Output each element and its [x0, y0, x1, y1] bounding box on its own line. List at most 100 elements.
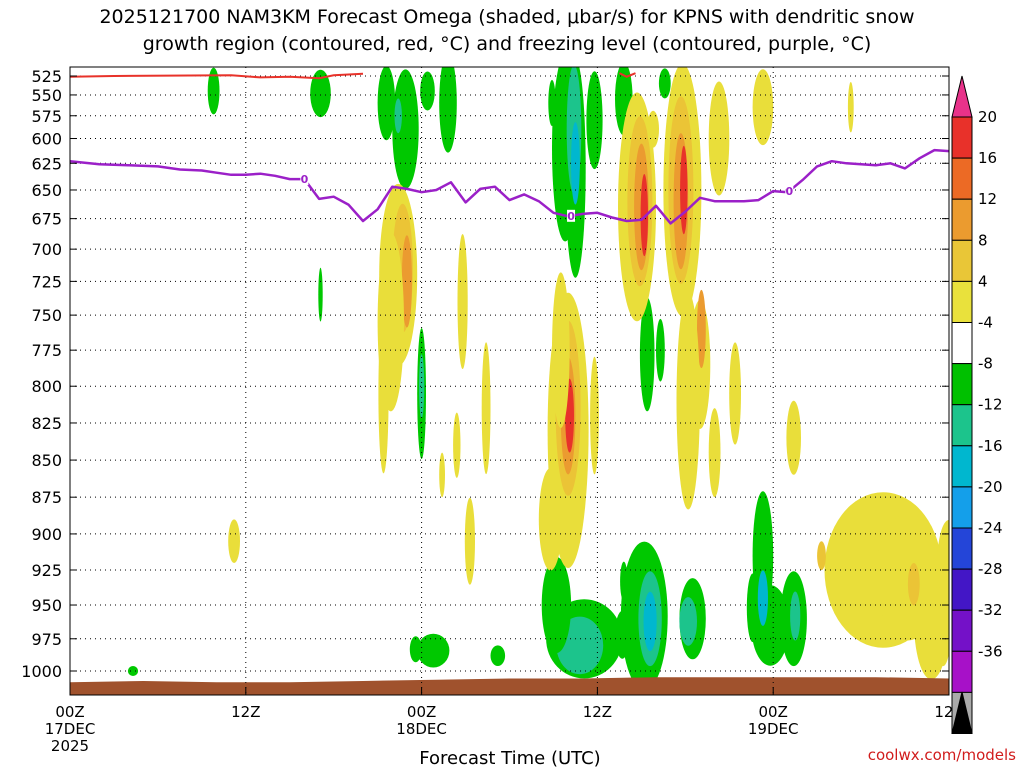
omega-blob-o4 [729, 342, 741, 445]
colorbar-label: -12 [978, 396, 1003, 414]
x-tick-label: 00Z [55, 703, 84, 721]
omega-blob-n8 [790, 591, 801, 641]
dgz-contour [618, 72, 636, 78]
colorbar-label: 4 [978, 272, 988, 290]
omega-blob-n8 [394, 98, 402, 134]
y-tick-label: 775 [31, 341, 62, 360]
y-tick-label: 575 [31, 107, 62, 126]
omega-blob-o4 [647, 110, 659, 148]
colorbar-segment [951, 650, 973, 693]
freezing-level-label: 0 [301, 173, 309, 186]
omega-blob-n4 [541, 556, 572, 654]
x-tick-label: 00Z [407, 703, 436, 721]
chart-title-line1: 2025121700 NAM3KM Forecast Omega (shaded… [99, 6, 914, 28]
omega-blob-o20 [680, 145, 688, 235]
x-tick-label: 00Z [759, 703, 788, 721]
colorbar-segment [951, 322, 973, 365]
omega-blob-o4 [538, 468, 563, 571]
omega-blob-n4 [615, 610, 630, 659]
freezing-level-label: 0 [567, 210, 575, 223]
x-tick-year: 2025 [51, 737, 89, 755]
omega-blob-o4 [464, 497, 475, 585]
y-tick-label: 925 [31, 561, 62, 580]
y-tick-label: 675 [31, 210, 62, 229]
colorbar-label: -16 [978, 437, 1003, 455]
dgz-contour [70, 72, 364, 80]
freezing-label-bg [300, 173, 309, 186]
omega-blob-n12 [757, 570, 769, 626]
omega-blob-o4 [590, 356, 599, 475]
omega-blob-o4 [937, 519, 949, 606]
omega-blob-n4 [620, 561, 628, 601]
colorbar-segment [951, 445, 973, 488]
colorbar-segment [951, 404, 973, 447]
omega-blob-n4 [639, 297, 655, 412]
ground-surface [70, 677, 949, 695]
omega-blob-o4 [752, 69, 774, 146]
chart-title-line2: growth region (contoured, red, °C) and f… [143, 33, 872, 55]
colorbar-label: -32 [978, 601, 1003, 619]
omega-blob-o4 [457, 234, 468, 369]
omega-blob-o4 [378, 313, 389, 474]
colorbar-segment [951, 157, 973, 200]
omega-blob-o4 [228, 519, 241, 563]
omega-blob-n4 [490, 645, 506, 666]
omega-blob-n4 [586, 71, 603, 170]
y-tick-label: 650 [31, 181, 62, 200]
y-tick-label: 875 [31, 488, 62, 507]
colorbar-label: -20 [978, 478, 1003, 496]
colorbar-label: 8 [978, 231, 988, 249]
omega-blob-n4 [417, 633, 450, 668]
omega-blob-o4 [453, 412, 461, 478]
y-tick-label: 750 [31, 306, 62, 325]
y-tick-label: 600 [31, 130, 62, 149]
omega-blob-o4 [834, 520, 882, 634]
omega-blob-n4 [409, 636, 422, 663]
omega-blob-n4 [746, 573, 759, 643]
omega-blob-o4 [708, 408, 721, 498]
colorbar-segment [951, 239, 973, 282]
y-tick-label: 725 [31, 272, 62, 291]
y-tick-label: 625 [31, 154, 62, 173]
colorbar-label: 20 [978, 108, 997, 126]
colorbar-label: -8 [978, 355, 993, 373]
omega-blob-o20 [640, 174, 648, 257]
colorbar-segment [951, 609, 973, 652]
omega-blob-o4 [481, 342, 491, 475]
colorbar-segment [951, 486, 973, 529]
omega-blob-o12 [697, 289, 706, 369]
colorbar-label: -36 [978, 642, 1003, 660]
y-tick-label: 825 [31, 414, 62, 433]
omega-blob-o4 [708, 81, 730, 196]
freezing-level-contour [70, 148, 949, 225]
colorbar-label: -4 [978, 314, 993, 332]
omega-blob-n8 [679, 597, 697, 646]
plot-grid [70, 67, 949, 695]
y-tick-label: 850 [31, 451, 62, 470]
omega-blob-n4 [207, 67, 220, 115]
omega-blob-o8 [817, 541, 826, 571]
x-tick-label: 12Z [231, 703, 260, 721]
omega-blob-n4 [127, 666, 139, 676]
x-axis-label: Forecast Time (UTC) [419, 748, 600, 768]
omega-blob-n4 [310, 69, 331, 118]
y-tick-label: 900 [31, 525, 62, 544]
colorbar-segment [951, 280, 973, 323]
omega-blob-o4 [847, 82, 854, 133]
omega-blob-n4 [658, 68, 671, 99]
freezing-label-bg [785, 184, 794, 197]
freezing-label-bg [567, 209, 576, 222]
colorbar-label: -28 [978, 560, 1003, 578]
colorbar-segment [951, 198, 973, 241]
x-tick-date: 19DEC [748, 720, 799, 738]
plot-frame [69, 66, 950, 696]
colorbar-label: 16 [978, 149, 997, 167]
omega-blob-o4 [676, 292, 700, 510]
x-tick-label: 12Z [583, 703, 612, 721]
omega-blob-o4 [439, 452, 445, 498]
colorbar-segment [951, 527, 973, 570]
colorbar-label: -24 [978, 519, 1003, 537]
colorbar-bottom-arrow [951, 691, 973, 734]
colorbar-top-arrow [951, 75, 973, 118]
